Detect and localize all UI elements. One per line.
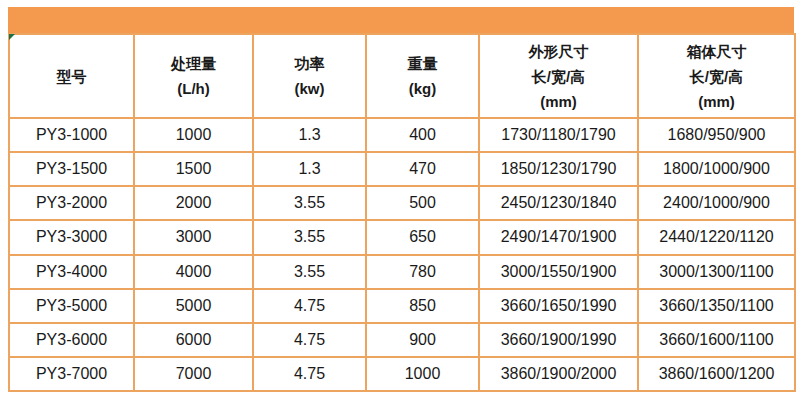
cell-box-dimensions: 3660/1600/1100 [638, 323, 795, 357]
cell-power: 3.55 [253, 255, 366, 289]
cell-box-dimensions: 1680/950/900 [638, 118, 795, 152]
header-label: 箱体尺寸 [639, 39, 794, 64]
cell-weight: 900 [366, 323, 479, 357]
cell-model: PY3-1500 [9, 152, 134, 186]
cell-power: 4.75 [253, 289, 366, 323]
column-header-model: 型号 [9, 34, 134, 118]
column-header-box-dimensions: 箱体尺寸 长/宽/高 (mm) [638, 34, 795, 118]
cell-power: 4.75 [253, 323, 366, 357]
cell-capacity: 4000 [134, 255, 253, 289]
cell-power: 3.55 [253, 220, 366, 254]
header-label: 处理量 [135, 51, 252, 76]
cell-outer-dimensions: 3000/1550/1900 [479, 255, 638, 289]
column-header-weight: 重量 (kg) [366, 34, 479, 118]
cell-power: 3.55 [253, 186, 366, 220]
header-label: 功率 [254, 51, 365, 76]
header-unit: (mm) [480, 89, 637, 114]
cell-model: PY3-2000 [9, 186, 134, 220]
header-unit: (kg) [367, 76, 478, 101]
cell-outer-dimensions: 2490/1470/1900 [479, 220, 638, 254]
cell-capacity: 1500 [134, 152, 253, 186]
cell-model: PY3-5000 [9, 289, 134, 323]
spec-sheet: 型号 处理量 (L/h) 功率 (kw) 重量 (kg) 外形尺寸 长/宽/高 [0, 0, 805, 408]
cell-power: 4.75 [253, 357, 366, 391]
cell-weight: 470 [366, 152, 479, 186]
table-row: PY3-4000 4000 3.55 780 3000/1550/1900 30… [9, 255, 795, 289]
cell-power: 1.3 [253, 152, 366, 186]
cell-capacity: 3000 [134, 220, 253, 254]
table-row: 型号 处理量 (L/h) 功率 (kw) 重量 (kg) 外形尺寸 长/宽/高 [9, 34, 795, 118]
cell-capacity: 1000 [134, 118, 253, 152]
cell-power: 1.3 [253, 118, 366, 152]
cell-box-dimensions: 3660/1350/1100 [638, 289, 795, 323]
table-header-row: 型号 处理量 (L/h) 功率 (kw) 重量 (kg) 外形尺寸 长/宽/高 [9, 34, 795, 118]
header-unit: (kw) [254, 76, 365, 101]
cell-weight: 850 [366, 289, 479, 323]
table-row: PY3-7000 7000 4.75 1000 3860/1900/2000 3… [9, 357, 795, 391]
cell-capacity: 2000 [134, 186, 253, 220]
cell-weight: 780 [366, 255, 479, 289]
cell-weight: 400 [366, 118, 479, 152]
table-row: PY3-1500 1500 1.3 470 1850/1230/1790 180… [9, 152, 795, 186]
cell-capacity: 6000 [134, 323, 253, 357]
table-row: PY3-6000 6000 4.75 900 3660/1900/1990 36… [9, 323, 795, 357]
cell-model: PY3-3000 [9, 220, 134, 254]
cell-capacity: 7000 [134, 357, 253, 391]
table-row: PY3-3000 3000 3.55 650 2490/1470/1900 24… [9, 220, 795, 254]
cell-outer-dimensions: 1730/1180/1790 [479, 118, 638, 152]
cell-outer-dimensions: 2450/1230/1840 [479, 186, 638, 220]
spec-table: 型号 处理量 (L/h) 功率 (kw) 重量 (kg) 外形尺寸 长/宽/高 [8, 33, 796, 392]
header-sublabel: 长/宽/高 [639, 64, 794, 89]
cell-model: PY3-6000 [9, 323, 134, 357]
cell-box-dimensions: 3860/1600/1200 [638, 357, 795, 391]
header-unit: (mm) [639, 89, 794, 114]
cell-model: PY3-4000 [9, 255, 134, 289]
cell-box-dimensions: 2400/1000/900 [638, 186, 795, 220]
column-header-capacity: 处理量 (L/h) [134, 34, 253, 118]
column-header-outer-dimensions: 外形尺寸 长/宽/高 (mm) [479, 34, 638, 118]
column-header-power: 功率 (kw) [253, 34, 366, 118]
table-row: PY3-1000 1000 1.3 400 1730/1180/1790 168… [9, 118, 795, 152]
table-body: PY3-1000 1000 1.3 400 1730/1180/1790 168… [9, 118, 795, 391]
cell-outer-dimensions: 3660/1900/1990 [479, 323, 638, 357]
orange-banner-row [8, 7, 794, 33]
header-unit: (L/h) [135, 76, 252, 101]
cell-weight: 500 [366, 186, 479, 220]
table-row: PY3-2000 2000 3.55 500 2450/1230/1840 24… [9, 186, 795, 220]
cell-outer-dimensions: 1850/1230/1790 [479, 152, 638, 186]
cell-model: PY3-1000 [9, 118, 134, 152]
table-row: PY3-5000 5000 4.75 850 3660/1650/1990 36… [9, 289, 795, 323]
cell-outer-dimensions: 3860/1900/2000 [479, 357, 638, 391]
cell-weight: 650 [366, 220, 479, 254]
cell-weight: 1000 [366, 357, 479, 391]
cell-outer-dimensions: 3660/1650/1990 [479, 289, 638, 323]
cell-box-dimensions: 1800/1000/900 [638, 152, 795, 186]
header-label: 外形尺寸 [480, 39, 637, 64]
cell-error-indicator-icon [9, 34, 15, 40]
cell-capacity: 5000 [134, 289, 253, 323]
cell-box-dimensions: 2440/1220/1120 [638, 220, 795, 254]
header-label: 重量 [367, 51, 478, 76]
header-sublabel: 长/宽/高 [480, 64, 637, 89]
cell-box-dimensions: 3000/1300/1100 [638, 255, 795, 289]
header-label: 型号 [10, 64, 133, 89]
cell-model: PY3-7000 [9, 357, 134, 391]
